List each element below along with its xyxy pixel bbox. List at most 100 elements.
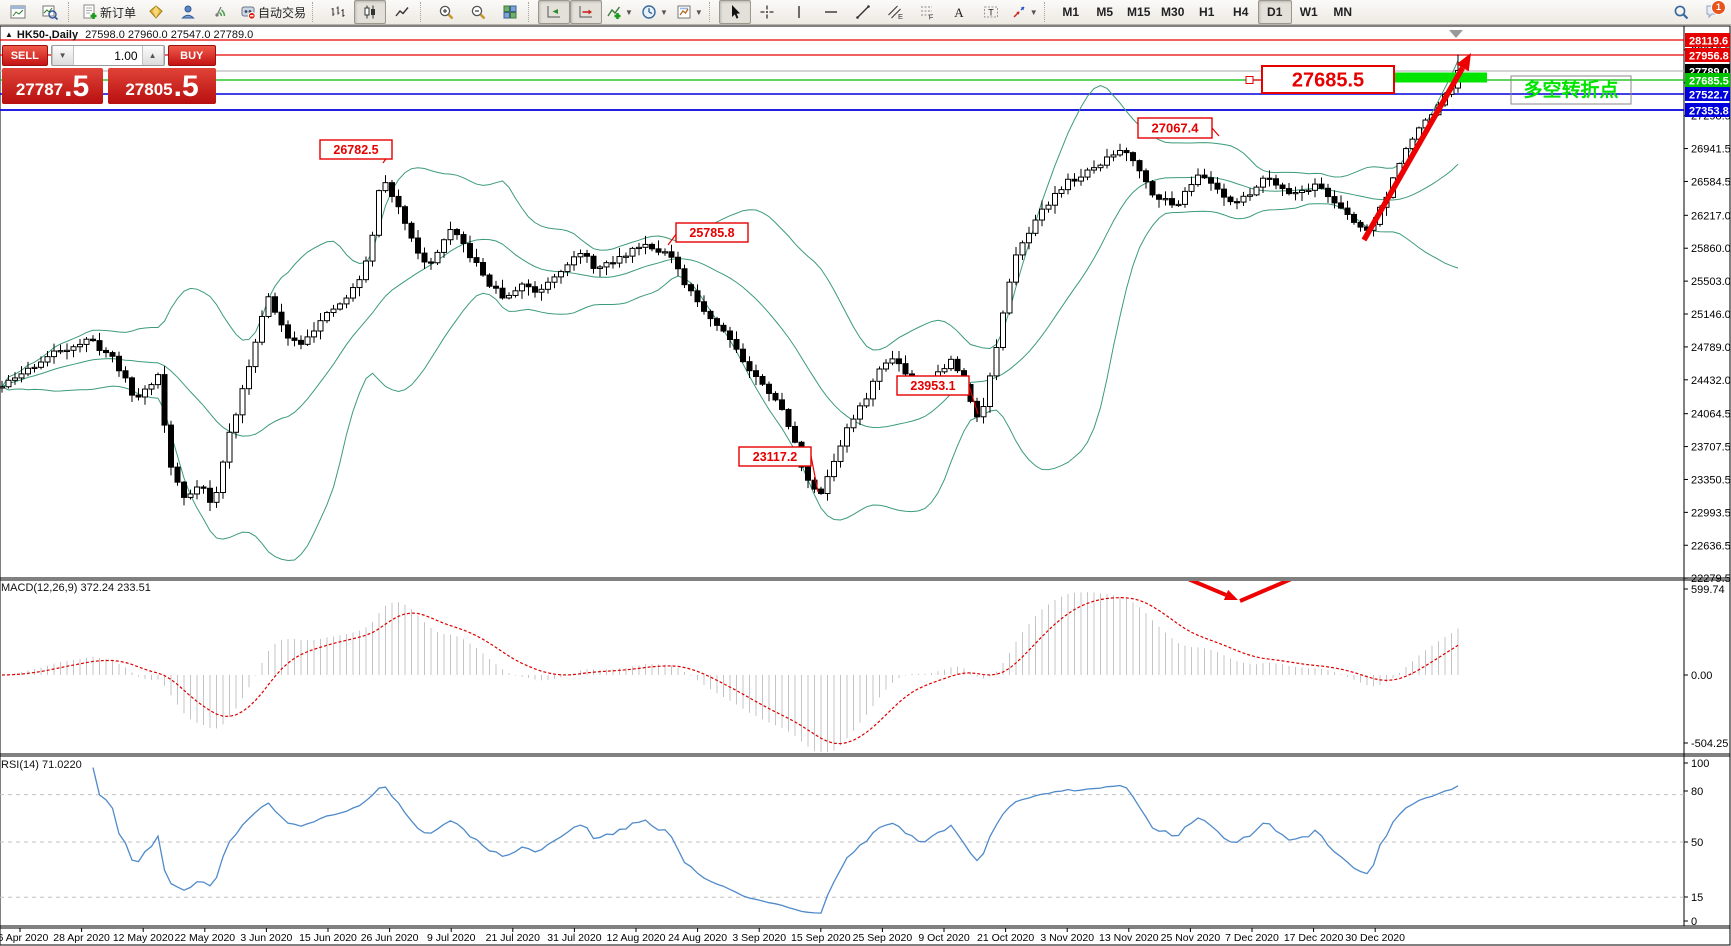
macd-pane[interactable] [1, 541, 1459, 752]
buy-button[interactable]: BUY [167, 45, 216, 66]
templates-button[interactable]: ▼ [672, 0, 707, 24]
date-label: 9 Jul 2020 [427, 932, 476, 944]
candle [1091, 167, 1097, 171]
sell-button[interactable]: SELL [2, 45, 48, 66]
crosshair-button[interactable] [751, 0, 783, 24]
price-annotation-box[interactable] [675, 222, 749, 243]
text-button[interactable]: A [943, 0, 975, 24]
candle [1240, 195, 1247, 203]
chat-button[interactable]: 1 [1697, 0, 1729, 24]
candle [532, 286, 538, 293]
annotation-leader-line [810, 455, 819, 493]
candle [213, 492, 220, 503]
macd-signal-line [1, 597, 1459, 745]
candle [1097, 164, 1104, 169]
fibonacci-button[interactable]: F [911, 0, 943, 24]
chart-shift-button[interactable] [570, 0, 603, 24]
profiles-button[interactable] [34, 0, 66, 24]
signals-button[interactable] [204, 0, 236, 24]
candle [629, 247, 636, 257]
annotation-anchor[interactable] [1245, 76, 1254, 84]
label-button[interactable]: T [975, 0, 1007, 24]
line-chart-button[interactable] [386, 0, 418, 24]
price-annotation-box[interactable] [738, 446, 812, 467]
tf-mn-button[interactable]: MN [1326, 0, 1360, 24]
price-axis[interactable]: 28012.527655.527298.526941.526584.526217… [1684, 33, 1731, 928]
candle [181, 481, 187, 498]
candle [226, 431, 233, 463]
candle-chart-button[interactable] [354, 0, 387, 24]
tile-windows-button[interactable] [494, 0, 526, 24]
candle [753, 370, 759, 377]
price-annotation-text: 27067.4 [1152, 121, 1200, 136]
channel-button[interactable]: E [879, 0, 911, 24]
price-annotation-box[interactable] [896, 375, 970, 396]
main-chart-pane[interactable] [0, 39, 1684, 562]
tf-h1-button[interactable]: H1 [1190, 0, 1224, 24]
candle [772, 392, 779, 401]
candle [1234, 201, 1240, 204]
zoom-in-button[interactable] [430, 0, 462, 24]
candle [350, 287, 356, 299]
candle [311, 330, 317, 338]
search-button[interactable] [1665, 0, 1697, 24]
tf-m15-button[interactable]: M15 [1122, 0, 1156, 24]
candle [688, 284, 694, 292]
price-annotation-box[interactable] [1261, 65, 1395, 94]
candle [746, 361, 753, 372]
tf-d1-button[interactable]: D1 [1257, 0, 1292, 24]
turning-point-box[interactable] [1510, 75, 1632, 105]
indicators-button[interactable]: ▼ [602, 0, 637, 24]
new-chart-button[interactable] [2, 0, 34, 24]
candle [272, 296, 278, 313]
tf-w1-button[interactable]: W1 [1292, 0, 1326, 24]
candle [1253, 186, 1260, 196]
buy-price-display[interactable]: 27805 .5 [108, 68, 216, 104]
market-button[interactable] [172, 0, 204, 24]
tf-m1-button[interactable]: M1 [1054, 0, 1088, 24]
chart-shift-marker[interactable] [1449, 30, 1463, 38]
candle [870, 380, 876, 400]
trendline-button[interactable] [847, 0, 879, 24]
macd-arrow-down[interactable] [1098, 541, 1227, 597]
volume-increase-button[interactable]: ▲ [141, 46, 164, 65]
cursor-button[interactable] [718, 0, 751, 24]
candle [148, 384, 155, 390]
tf-m5-button[interactable]: M5 [1088, 0, 1122, 24]
metaeditor-button[interactable] [140, 0, 172, 24]
candle [90, 338, 96, 342]
sell-price-display[interactable]: 27787 .5 [2, 68, 103, 104]
candle [402, 206, 408, 224]
vertical-line-button[interactable] [783, 0, 815, 24]
auto-scroll-button[interactable] [538, 0, 571, 24]
tf-m5-button-label: M5 [1096, 5, 1114, 19]
tf-w1-button-label: W1 [1299, 5, 1318, 19]
periods-button[interactable]: ▼ [637, 0, 672, 24]
candle [174, 466, 181, 483]
dropdown-caret-icon: ▼ [625, 7, 633, 17]
macd-arrow-up[interactable] [1239, 567, 1319, 603]
new-order-button[interactable]: 新订单 [78, 0, 140, 24]
one-click-panel-toggle-icon[interactable]: ▲ [5, 30, 13, 39]
shapes-button[interactable]: ▼ [1007, 0, 1042, 24]
date-label: 3 Jun 2020 [240, 932, 292, 944]
bar-chart-button[interactable] [322, 0, 354, 24]
volume-input[interactable] [73, 46, 142, 65]
tf-m30-button[interactable]: M30 [1156, 0, 1190, 24]
date-label: 15 Jun 2020 [299, 932, 357, 944]
zoom-out-button[interactable] [462, 0, 494, 24]
rsi-pane[interactable] [0, 767, 1684, 914]
trend-arrow[interactable] [1361, 66, 1465, 242]
candle [759, 375, 766, 385]
horizontal-line-button[interactable] [815, 0, 847, 24]
volume-decrease-button[interactable]: ▼ [51, 46, 74, 65]
auto-trading-button[interactable]: 自动交易 [236, 0, 310, 24]
price-annotation-box[interactable] [319, 139, 393, 160]
price-annotation-box[interactable] [1137, 117, 1213, 139]
candle [603, 262, 610, 268]
tf-h4-button[interactable]: H4 [1224, 0, 1258, 24]
date-label: 12 Aug 2020 [607, 932, 666, 944]
support-highlight-bar[interactable] [1392, 72, 1487, 83]
